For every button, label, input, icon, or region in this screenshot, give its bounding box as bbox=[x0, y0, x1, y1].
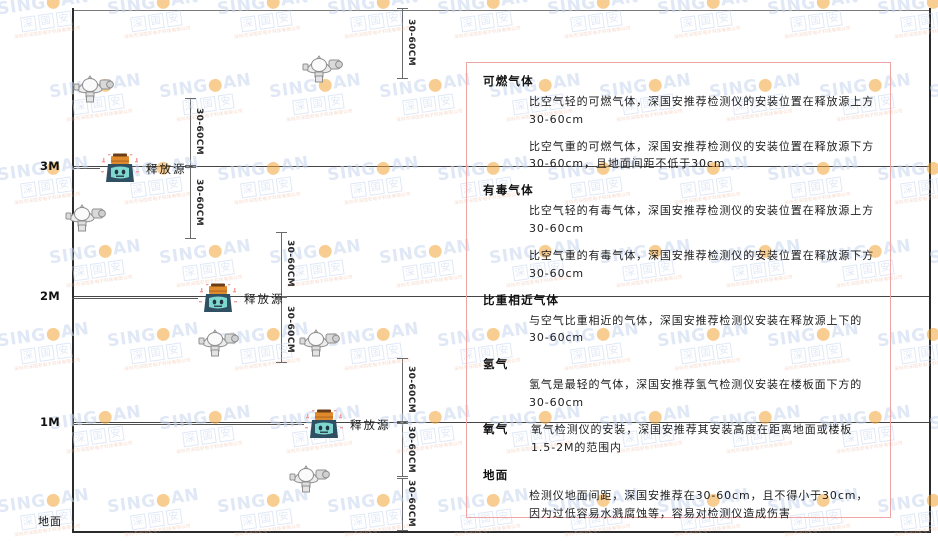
level-line-2m bbox=[72, 296, 929, 297]
dimension-line bbox=[402, 8, 403, 78]
panel-section: 可燃气体比空气轻的可燃气体，深国安推荐检测仪的安装位置在释放源上方30-60cm… bbox=[481, 73, 876, 173]
dimension-tick bbox=[397, 478, 408, 479]
panel-section-heading: 可燃气体 bbox=[483, 74, 534, 88]
level-label-1m: 1M bbox=[40, 415, 61, 429]
panel-section-heading: 有毒气体 bbox=[483, 183, 534, 198]
source-connector-line bbox=[72, 168, 100, 169]
dimension-tick bbox=[397, 476, 408, 477]
dimension-label: 30-60CM bbox=[285, 305, 295, 353]
panel-section: 氢气氢气是最轻的气体，深国安推荐氢气检测仪安装在楼板面下方的30-60cm bbox=[481, 356, 876, 412]
dimension-label: 30-60CM bbox=[406, 365, 416, 413]
dimension-tick bbox=[397, 421, 408, 422]
dimension-tick bbox=[276, 296, 287, 297]
frame-top-line bbox=[72, 10, 930, 11]
ground-label: 地面 bbox=[38, 515, 62, 528]
source-connector-line bbox=[72, 424, 304, 425]
panel-section-paragraph: 与空气比重相近的气体，深国安推荐检测仪安装在释放源上下的30-60cm bbox=[529, 313, 863, 345]
panel-section-heading: 地面 bbox=[483, 468, 509, 483]
dimension-label: 30-60CM bbox=[406, 480, 416, 528]
release-source-label: 释放源 bbox=[244, 292, 285, 306]
dimension-line bbox=[190, 98, 191, 165]
axis-right-line bbox=[929, 8, 931, 533]
dimension-tick bbox=[185, 165, 196, 166]
dimension-tick bbox=[276, 362, 287, 363]
dimension-line bbox=[402, 478, 403, 530]
release-source-label: 释放源 bbox=[350, 418, 391, 432]
panel-section-heading: 氧气 bbox=[483, 421, 509, 436]
dimension-tick bbox=[397, 358, 408, 359]
dimension-line bbox=[281, 232, 282, 296]
gas-detector-icon bbox=[60, 197, 106, 233]
info-panel: 可燃气体比空气轻的可燃气体，深国安推荐检测仪的安装位置在释放源上方30-60cm… bbox=[466, 62, 891, 520]
dimension-line bbox=[402, 423, 403, 476]
panel-section: 地面检测仪地面间距，深国安推荐在30-60cm，且不得小于30cm，因为过低容易… bbox=[481, 467, 876, 523]
release-source-icon bbox=[100, 152, 140, 184]
dimension-tick bbox=[397, 423, 408, 424]
dimension-label: 30-60CM bbox=[194, 178, 204, 226]
dimension-tick bbox=[397, 8, 408, 9]
panel-section-paragraph: 比空气轻的有毒气体，深国安推荐检测仪的安装位置在释放源上方30-60cm bbox=[529, 204, 875, 236]
gas-detector-icon bbox=[284, 458, 330, 494]
axis-left-line bbox=[72, 8, 74, 533]
gas-detector-icon bbox=[294, 322, 340, 358]
dimension-label: 30-60CM bbox=[194, 107, 204, 155]
panel-section: 有毒气体比空气轻的有毒气体，深国安推荐检测仪的安装位置在释放源上方30-60cm… bbox=[481, 182, 876, 282]
panel-section: 氧气 氧气检测仪的安装，深国安推荐其安装高度在距离地面或楼板1.5-2M的范围内 bbox=[481, 421, 876, 466]
dimension-tick bbox=[185, 167, 196, 168]
release-source-icon bbox=[198, 282, 238, 314]
dimension-tick bbox=[397, 78, 408, 79]
dimension-label: 30-60CM bbox=[406, 425, 416, 473]
panel-section-paragraph: 检测仪地面间距，深国安推荐在30-60cm，且不得小于30cm，因为过低容易水溅… bbox=[529, 489, 869, 521]
panel-section-heading: 氢气 bbox=[483, 357, 509, 372]
dimension-label: 30-60CM bbox=[285, 240, 295, 288]
panel-section-heading: 比重相近气体 bbox=[483, 292, 560, 307]
level-label-2m: 2M bbox=[40, 289, 61, 303]
dimension-tick bbox=[185, 98, 196, 99]
panel-section-paragraph: 氢气是最轻的气体，深国安推荐氢气检测仪安装在楼板面下方的30-60cm bbox=[529, 378, 863, 409]
dimension-tick bbox=[397, 530, 408, 531]
level-line-1m bbox=[72, 422, 929, 423]
panel-section-paragraph: 比空气重的可燃气体，深国安推荐检测仪的安装位置在释放源下方30-60cm，且地面… bbox=[529, 139, 875, 171]
panel-section-paragraph: 氧气检测仪的安装，深国安推荐其安装高度在距离地面或楼板1.5-2M的范围内 bbox=[531, 422, 853, 454]
dimension-label: 30-60CM bbox=[406, 19, 416, 67]
level-label-3m: 3M bbox=[40, 159, 61, 173]
source-connector-line bbox=[72, 298, 198, 299]
dimension-tick bbox=[276, 297, 287, 298]
dimension-tick bbox=[276, 232, 287, 233]
gas-detector-icon bbox=[193, 322, 239, 358]
frame-bottom-line bbox=[72, 531, 930, 533]
dimension-line bbox=[281, 297, 282, 362]
release-source-label: 释放源 bbox=[146, 162, 187, 176]
dimension-tick bbox=[185, 238, 196, 239]
panel-section-paragraph: 比空气轻的可燃气体，深国安推荐检测仪的安装位置在释放源上方30-60cm bbox=[529, 95, 875, 126]
release-source-icon bbox=[304, 408, 344, 440]
gas-detector-icon bbox=[297, 48, 343, 84]
panel-section-paragraph: 比空气重的有毒气体，深国安推荐检测仪的安装位置在释放源下方30-60cm bbox=[529, 248, 875, 280]
level-line-3m bbox=[72, 166, 929, 167]
dimension-line bbox=[190, 167, 191, 238]
panel-section: 比重相近气体与空气比重相近的气体，深国安推荐检测仪安装在释放源上下的30-60c… bbox=[481, 292, 876, 348]
gas-detector-icon bbox=[68, 68, 114, 104]
dimension-line bbox=[402, 358, 403, 421]
